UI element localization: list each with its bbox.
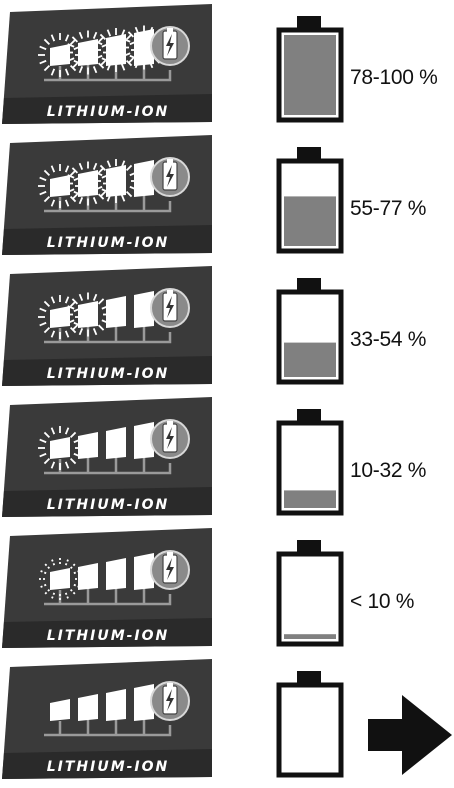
battery-icon [276, 409, 344, 516]
lightning-icon [150, 26, 190, 66]
charge-row-6: LITHIUM-ION [0, 655, 454, 786]
battery-fill-level [284, 342, 336, 377]
indicator-panel: LITHIUM-ION [2, 397, 212, 517]
battery-icon [276, 671, 344, 778]
indicator-panel: LITHIUM-ION [2, 659, 212, 779]
charge-row-2: LITHIUM-ION 55-77 % [0, 131, 454, 262]
battery-segment-4 [134, 422, 154, 459]
indicator-panel: LITHIUM-ION [2, 4, 212, 124]
panel-label: LITHIUM-ION [47, 497, 170, 513]
segment-glow-icon [94, 28, 138, 72]
battery-icon [276, 540, 344, 647]
battery-segment-3 [106, 296, 126, 328]
indicator-panel: LITHIUM-ION [2, 266, 212, 386]
battery-icon [276, 147, 344, 254]
battery-segment-4 [134, 684, 154, 721]
battery-segment-1 [38, 295, 82, 339]
indicator-panel: LITHIUM-ION [2, 135, 212, 255]
battery-segment-4 [134, 160, 154, 197]
charge-range-label: < 10 % [350, 590, 415, 613]
battery-segment-4 [134, 291, 154, 328]
battery-segment-2 [78, 432, 98, 459]
segment-glow-icon [38, 295, 82, 339]
battery-segment-3 [106, 558, 126, 590]
battery-segment-1 [38, 426, 82, 470]
battery-segment-3 [106, 689, 126, 721]
charge-range-label: 78-100 % [350, 66, 438, 89]
battery-fill-level [284, 490, 336, 508]
battery-segment-4 [134, 553, 154, 590]
lightning-icon [150, 288, 190, 328]
battery-segment-1 [38, 557, 82, 601]
charge-row-5: LITHIUM-ION < 10 % [0, 524, 454, 655]
panel-label: LITHIUM-ION [47, 628, 170, 644]
panel-label: LITHIUM-ION [47, 235, 170, 251]
segment-glow-icon [38, 33, 82, 77]
charge-row-3: LITHIUM-ION 33-54 % [0, 262, 454, 393]
battery-fill-level [284, 35, 336, 115]
charge-range-label: 33-54 % [350, 328, 427, 351]
battery-segment-2 [66, 292, 110, 337]
charge-row-1: LITHIUM-ION 78-100 % [0, 0, 454, 131]
indicator-panel: LITHIUM-ION [2, 528, 212, 648]
battery-segment-3 [94, 28, 138, 72]
panel-label: LITHIUM-ION [47, 759, 170, 775]
battery-icon [276, 278, 344, 385]
lightning-icon [150, 681, 190, 721]
arrow-right-icon [368, 695, 452, 775]
charge-row-4: LITHIUM-ION 10-32 % [0, 393, 454, 524]
battery-segment-3 [106, 427, 126, 459]
battery-segment-2 [66, 30, 110, 75]
panel-label: LITHIUM-ION [47, 366, 170, 382]
battery-fill-level [284, 196, 336, 246]
battery-segment-2 [78, 563, 98, 590]
lightning-icon [150, 157, 190, 197]
charge-range-label: 10-32 % [350, 459, 427, 482]
panel-label: LITHIUM-ION [47, 104, 170, 120]
battery-segment-2 [66, 161, 110, 206]
battery-segment-3 [94, 159, 138, 203]
lightning-icon [150, 550, 190, 590]
battery-segment-1 [50, 699, 70, 721]
lightning-icon [150, 419, 190, 459]
charge-range-label: 55-77 % [350, 197, 427, 220]
battery-segment-2 [78, 694, 98, 721]
segment-glow-icon [94, 159, 138, 203]
battery-icon [276, 16, 344, 123]
battery-segment-1 [38, 33, 82, 77]
battery-fill-level [284, 634, 336, 639]
segment-glow-icon [38, 557, 82, 601]
